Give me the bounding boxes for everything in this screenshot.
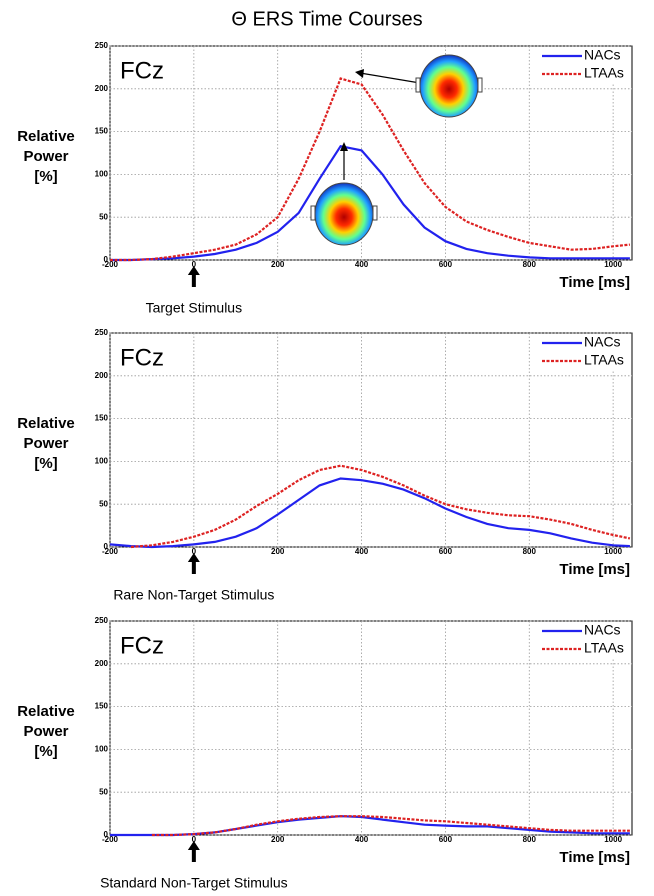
arrowhead	[340, 142, 348, 151]
x-tick-label: 800	[523, 260, 537, 269]
x-tick-label: 0	[192, 547, 197, 556]
y-tick-label: 250	[95, 41, 109, 50]
y-tick-label: 50	[99, 787, 108, 796]
x-tick-label: 600	[439, 547, 453, 556]
x-tick-label: 600	[439, 260, 453, 269]
legend-label: NACs	[584, 334, 621, 350]
y-axis-label: Relative	[17, 128, 75, 145]
y-axis-label: [%]	[34, 455, 57, 472]
topomap-ear	[310, 205, 316, 221]
x-tick-label: 200	[271, 260, 285, 269]
y-tick-label: 50	[99, 212, 108, 221]
topomap-ear	[477, 77, 483, 93]
x-tick-label: 800	[523, 547, 537, 556]
topomap	[419, 54, 479, 118]
x-axis-label: Time [ms]	[559, 274, 630, 291]
stimulus-label: Standard Non-Target Stimulus	[100, 875, 288, 891]
x-tick-label: 1000	[604, 835, 622, 844]
y-axis-label: Relative	[17, 415, 75, 432]
stimulus-arrow	[187, 266, 200, 287]
y-tick-label: 0	[104, 255, 109, 264]
x-tick-label: 800	[523, 835, 537, 844]
stimulus-arrow	[187, 553, 200, 574]
y-tick-label: 50	[99, 499, 108, 508]
stimulus-label: Rare Non-Target Stimulus	[113, 587, 274, 603]
legend-box	[536, 622, 630, 658]
y-tick-label: 100	[95, 170, 109, 179]
x-tick-label: 200	[271, 835, 285, 844]
y-axis-label: Relative	[17, 703, 75, 720]
x-tick-label: 0	[192, 835, 197, 844]
legend-label: LTAAs	[584, 640, 624, 656]
x-tick-label: 400	[355, 260, 369, 269]
panel-label: FCz	[120, 57, 164, 84]
y-tick-label: 200	[95, 371, 109, 380]
figure-title: Θ ERS Time Courses	[231, 8, 422, 30]
x-tick-label: -200	[102, 260, 119, 269]
topomap-ear	[372, 205, 378, 221]
legend-label: LTAAs	[584, 65, 624, 81]
y-axis-label: Power	[23, 435, 68, 452]
y-tick-label: 100	[95, 745, 109, 754]
y-axis-label: Power	[23, 723, 68, 740]
y-tick-label: 200	[95, 84, 109, 93]
legend-label: NACs	[584, 622, 621, 638]
x-axis-label: Time [ms]	[559, 561, 630, 578]
legend-label: LTAAs	[584, 352, 624, 368]
topomap-ear	[415, 77, 421, 93]
x-tick-label: 0	[192, 260, 197, 269]
y-tick-label: 250	[95, 616, 109, 625]
y-tick-label: 0	[104, 542, 109, 551]
panel-label: FCz	[120, 344, 164, 371]
x-axis-label: Time [ms]	[559, 849, 630, 866]
y-tick-label: 100	[95, 457, 109, 466]
x-tick-label: 1000	[604, 547, 622, 556]
stimulus-label: Target Stimulus	[146, 300, 242, 316]
y-tick-label: 150	[95, 702, 109, 711]
topomap-annotations	[310, 54, 483, 246]
x-tick-label: 200	[271, 547, 285, 556]
panel-label: FCz	[120, 632, 164, 659]
y-tick-label: 250	[95, 328, 109, 337]
y-axis-label: [%]	[34, 168, 57, 185]
data-line	[130, 464, 631, 549]
x-tick-label: -200	[102, 547, 119, 556]
data-line	[110, 144, 630, 262]
stimulus-arrow	[187, 841, 200, 862]
y-axis-label: [%]	[34, 743, 57, 760]
x-tick-label: 600	[439, 835, 453, 844]
y-tick-label: 0	[104, 830, 109, 839]
arrowhead	[355, 69, 364, 78]
arrow	[359, 72, 421, 84]
x-tick-label: 1000	[604, 260, 622, 269]
y-tick-label: 150	[95, 127, 109, 136]
y-tick-label: 150	[95, 414, 109, 423]
legend-box	[536, 334, 630, 370]
x-tick-label: 400	[355, 835, 369, 844]
data-line	[109, 477, 630, 549]
y-tick-label: 200	[95, 659, 109, 668]
legend-box	[536, 47, 630, 83]
legend-label: NACs	[584, 47, 621, 63]
x-tick-label: 400	[355, 547, 369, 556]
data-line	[110, 77, 631, 262]
y-axis-label: Power	[23, 148, 68, 165]
topomap	[314, 182, 374, 246]
x-tick-label: -200	[102, 835, 119, 844]
